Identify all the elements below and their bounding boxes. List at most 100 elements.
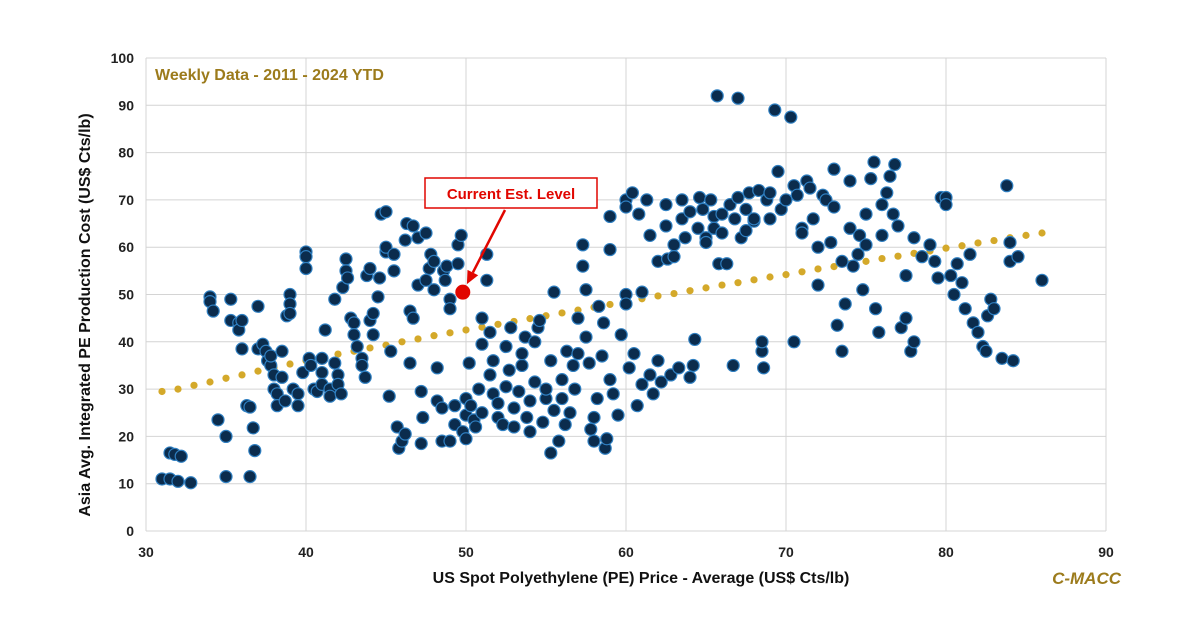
data-point: [944, 268, 958, 283]
data-point: [384, 344, 398, 358]
data-point: [427, 254, 441, 268]
data-point: [483, 368, 497, 382]
trend-dot: [286, 360, 294, 368]
data-point: [888, 157, 902, 172]
data-point: [174, 449, 188, 463]
data-point: [667, 250, 681, 264]
y-tick-label: 40: [118, 334, 134, 350]
data-point: [419, 273, 433, 287]
data-point: [955, 276, 969, 290]
data-point: [435, 401, 449, 415]
data-point: [614, 328, 628, 342]
data-point: [414, 384, 428, 399]
data-point: [720, 257, 734, 271]
data-point: [224, 292, 238, 306]
data-point: [947, 287, 961, 302]
data-point: [950, 257, 964, 271]
trend-dot: [222, 374, 230, 382]
data-point: [184, 476, 198, 490]
data-point: [243, 400, 257, 414]
data-point: [568, 382, 582, 396]
data-point: [907, 335, 921, 349]
x-axis-ticks: 30 40 50 60 70 80 90: [138, 544, 1114, 560]
data-point: [406, 219, 420, 233]
trend-dot: [254, 367, 262, 375]
y-tick-label: 70: [118, 192, 134, 208]
y-tick-label: 10: [118, 476, 134, 492]
trend-dot: [734, 279, 742, 287]
y-tick-label: 50: [118, 287, 134, 303]
y-axis-ticks: 0 10 20 30 40 50 60 70 80 90 100: [111, 50, 135, 539]
data-point: [512, 384, 526, 399]
trend-dot: [398, 338, 406, 346]
trend-dot: [750, 276, 758, 284]
data-point: [248, 443, 262, 458]
data-point: [995, 351, 1009, 365]
x-tick-label: 40: [298, 544, 314, 560]
data-point: [560, 344, 574, 358]
data-point: [907, 231, 921, 245]
trend-dot: [990, 236, 998, 245]
data-point: [846, 259, 860, 273]
data-point: [235, 342, 249, 356]
data-point: [843, 174, 857, 188]
data-point: [811, 240, 825, 254]
data-point: [472, 382, 486, 396]
data-point: [630, 399, 644, 413]
data-point: [979, 344, 993, 358]
data-point: [756, 361, 771, 375]
data-point: [654, 375, 668, 389]
trend-dot: [782, 271, 790, 279]
data-point: [454, 228, 468, 242]
data-point: [747, 212, 761, 226]
data-point: [579, 330, 593, 344]
data-point: [318, 323, 332, 337]
data-point: [1000, 179, 1014, 193]
data-point: [523, 394, 537, 408]
data-point: [475, 337, 489, 351]
data-point: [625, 186, 640, 200]
data-point: [480, 273, 494, 287]
data-point: [520, 410, 534, 425]
data-point: [883, 169, 897, 183]
data-point: [532, 313, 547, 328]
data-point: [363, 261, 377, 276]
data-point: [640, 193, 654, 207]
data-point: [462, 356, 476, 370]
data-point: [923, 238, 937, 252]
callout-box: [424, 177, 598, 209]
data-point: [590, 391, 604, 406]
data-point: [283, 306, 297, 321]
data-point: [835, 344, 849, 358]
trend-dot: [206, 378, 214, 386]
data-point: [275, 344, 289, 358]
data-point: [358, 370, 372, 384]
trend-dot: [190, 381, 198, 389]
data-point: [824, 235, 838, 250]
data-point: [731, 190, 745, 205]
data-point: [464, 399, 478, 413]
trend-dot: [334, 350, 342, 358]
data-point: [347, 316, 361, 330]
data-point: [1011, 250, 1025, 264]
data-point: [350, 339, 364, 354]
source-brand: C-MACC: [1052, 569, 1122, 588]
data-point: [643, 368, 657, 382]
data-point: [811, 278, 825, 292]
data-point: [728, 212, 742, 226]
data-point: [448, 399, 462, 413]
data-point: [315, 351, 329, 365]
trend-dot: [494, 320, 502, 328]
data-point: [856, 283, 870, 297]
data-point: [555, 391, 569, 406]
y-tick-label: 20: [118, 428, 134, 444]
data-point: [619, 200, 633, 214]
data-point: [278, 394, 292, 408]
data-point: [763, 186, 777, 200]
data-point: [611, 408, 625, 422]
x-tick-label: 80: [938, 544, 954, 560]
data-point: [596, 316, 611, 330]
data-point: [672, 361, 686, 375]
data-point: [406, 311, 420, 325]
trend-dot: [878, 254, 886, 263]
